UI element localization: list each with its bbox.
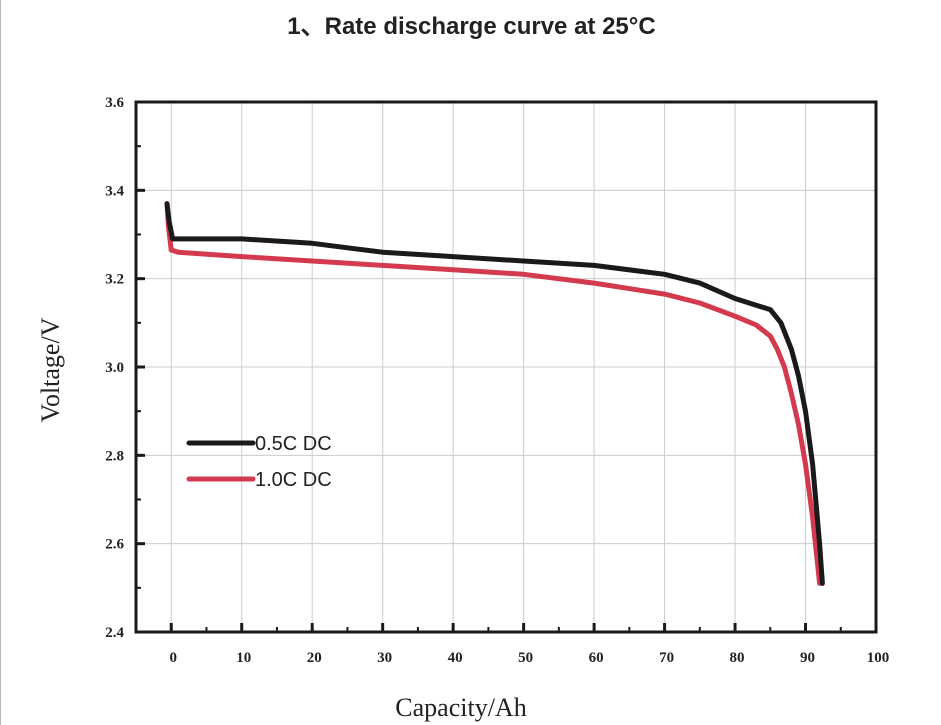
legend-label: 1.0C DC <box>255 469 332 491</box>
series-line-0-5c-dc <box>164 201 825 586</box>
x-tick-label: 60 <box>589 650 604 666</box>
x-tick-label: 100 <box>867 650 890 666</box>
x-tick-label: 90 <box>800 650 815 666</box>
x-tick-label: 20 <box>307 650 322 666</box>
y-tick-label: 2.4 <box>105 625 124 641</box>
x-tick-label: 50 <box>518 650 533 666</box>
y-tick-label: 3.2 <box>105 272 124 288</box>
x-tick-label: 0 <box>169 650 177 666</box>
legend-label: 0.5C DC <box>255 433 332 455</box>
x-tick-label: 40 <box>448 650 463 666</box>
y-tick-label: 3.6 <box>105 95 124 111</box>
x-tick-label: 80 <box>730 650 745 666</box>
x-tick-label: 30 <box>377 650 392 666</box>
y-tick-label: 3.0 <box>105 360 124 376</box>
y-tick-label: 2.6 <box>105 537 124 553</box>
y-tick-label: 3.4 <box>105 183 124 199</box>
y-axis-label: Voltage/V <box>36 317 65 422</box>
x-axis-label: Capacity/Ah <box>395 693 526 722</box>
chart-title: 1、Rate discharge curve at 25°C <box>287 13 656 40</box>
x-tick-label: 10 <box>236 650 251 666</box>
y-tick-label: 2.8 <box>105 448 124 464</box>
x-tick-label: 70 <box>659 650 674 666</box>
series-line-1-0c-dc <box>164 201 823 586</box>
